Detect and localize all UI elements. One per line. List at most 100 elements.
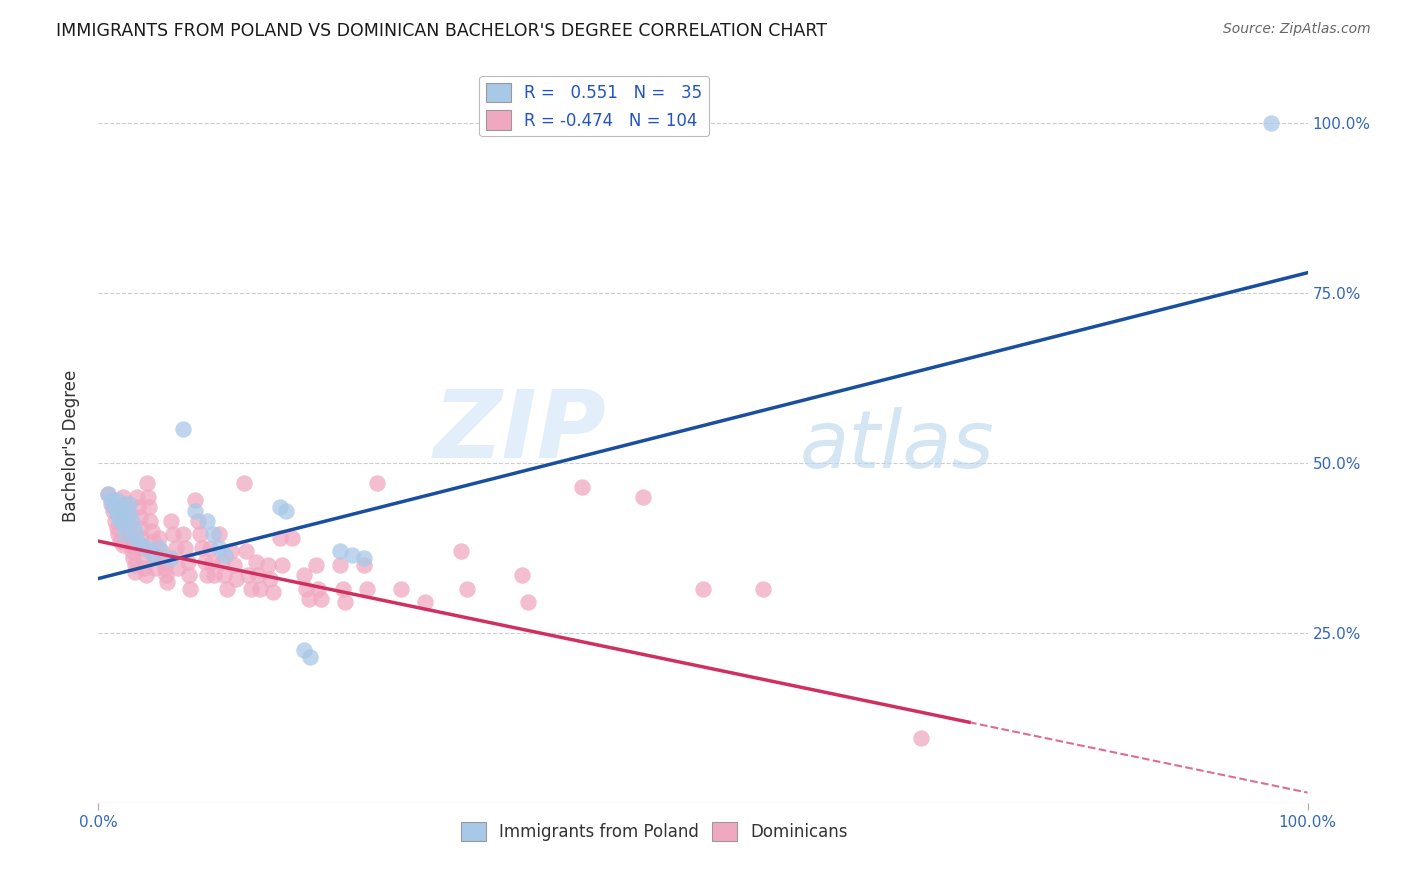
Point [212, 568, 235, 582]
Point [194, 555, 217, 569]
Point [308, 582, 330, 596]
Point [195, 514, 218, 528]
Point [329, 544, 352, 558]
Point [333, 595, 356, 609]
Point [292, 568, 315, 582]
Point [141, 524, 163, 538]
Point [221, 544, 243, 558]
Point [129, 531, 152, 545]
Point [118, 524, 141, 538]
Point [238, 568, 260, 582]
Point [299, 649, 322, 664]
Point [114, 527, 136, 541]
Point [111, 497, 134, 511]
Point [298, 591, 321, 606]
Point [162, 527, 184, 541]
Point [114, 517, 136, 532]
Point [136, 490, 159, 504]
Point [120, 537, 142, 551]
Point [135, 568, 157, 582]
Point [143, 548, 166, 562]
Point [118, 507, 141, 521]
Point [124, 558, 146, 572]
Point [129, 537, 152, 551]
Point [127, 534, 149, 549]
Point [269, 500, 291, 515]
Point [139, 514, 162, 528]
Point [245, 555, 267, 569]
Point [142, 548, 165, 562]
Point [752, 582, 775, 596]
Point [148, 531, 170, 545]
Point [127, 490, 149, 504]
Point [692, 582, 714, 596]
Point [215, 582, 238, 596]
Point [131, 541, 153, 555]
Point [107, 527, 129, 541]
Point [202, 527, 225, 541]
Point [105, 503, 128, 517]
Point [295, 582, 318, 596]
Point [214, 548, 236, 562]
Point [450, 544, 472, 558]
Point [262, 585, 284, 599]
Point [456, 582, 478, 596]
Point [510, 568, 533, 582]
Point [353, 558, 375, 572]
Point [571, 480, 593, 494]
Point [195, 568, 218, 582]
Point [305, 558, 328, 572]
Legend: Immigrants from Poland, Dominicans: Immigrants from Poland, Dominicans [454, 815, 855, 848]
Point [101, 500, 124, 515]
Point [309, 591, 332, 606]
Point [143, 561, 166, 575]
Point [249, 582, 271, 596]
Point [129, 520, 152, 534]
Point [235, 544, 257, 558]
Point [124, 524, 146, 538]
Point [198, 541, 221, 555]
Point [184, 493, 207, 508]
Point [1260, 116, 1282, 130]
Point [127, 500, 149, 515]
Point [104, 514, 127, 528]
Text: ZIP: ZIP [433, 385, 606, 478]
Point [165, 541, 187, 555]
Point [124, 565, 146, 579]
Point [256, 558, 278, 572]
Point [155, 568, 177, 582]
Point [114, 497, 136, 511]
Point [138, 500, 160, 515]
Point [160, 514, 183, 528]
Point [353, 551, 375, 566]
Point [332, 582, 354, 596]
Point [121, 544, 143, 558]
Point [128, 510, 150, 524]
Point [152, 555, 174, 569]
Point [118, 531, 141, 545]
Point [356, 582, 378, 596]
Point [239, 582, 262, 596]
Y-axis label: Bachelor's Degree: Bachelor's Degree [62, 370, 80, 522]
Point [111, 537, 134, 551]
Point [132, 551, 155, 566]
Point [100, 497, 122, 511]
Point [274, 503, 297, 517]
Point [208, 541, 231, 555]
Point [184, 503, 207, 517]
Point [114, 503, 136, 517]
Point [259, 572, 281, 586]
Point [142, 534, 165, 549]
Point [121, 514, 143, 528]
Point [232, 476, 254, 491]
Point [118, 497, 141, 511]
Point [134, 561, 156, 575]
Point [211, 555, 233, 569]
Point [100, 493, 122, 508]
Point [107, 510, 129, 524]
Point [366, 476, 388, 491]
Point [292, 643, 315, 657]
Point [179, 582, 201, 596]
Text: Source: ZipAtlas.com: Source: ZipAtlas.com [1223, 22, 1371, 37]
Point [111, 510, 134, 524]
